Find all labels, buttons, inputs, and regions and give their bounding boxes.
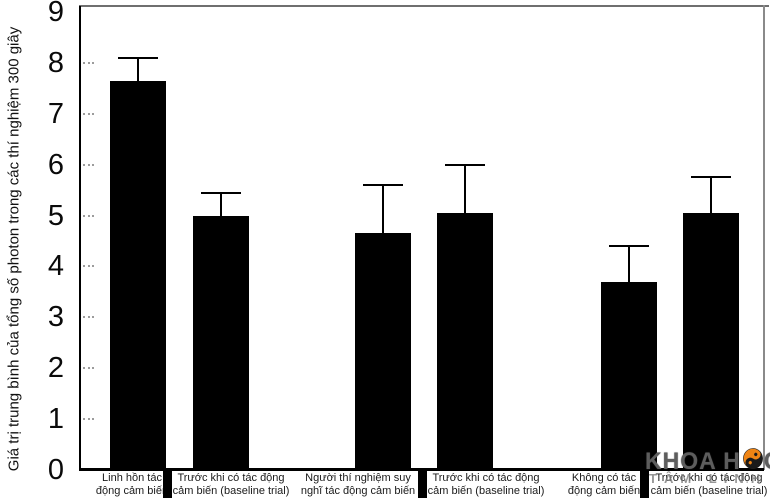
y-tick-mark	[83, 367, 94, 370]
x-category-label-line1: Người thí nghiệm suy	[305, 472, 411, 484]
y-axis-line	[79, 6, 81, 470]
y-tick-label: 6	[47, 148, 64, 181]
x-category-label: Trước khi có tác động cảm biến (baseline …	[651, 472, 768, 497]
watermark-text-pre: KHOA H	[645, 447, 741, 475]
plot-frame-right	[763, 5, 765, 470]
error-bar-stem	[137, 57, 139, 81]
bar	[601, 281, 657, 470]
y-tick-label: 4	[47, 250, 64, 283]
y-tick-mark	[83, 61, 94, 64]
x-category-label-line2: nghĩ tác động cảm biến	[300, 484, 416, 497]
error-bar-cap	[609, 245, 649, 248]
x-category-label-line1: Không có tác	[571, 472, 637, 484]
x-category-label-line2: cảm biến (baseline trial)	[427, 484, 545, 497]
pair-label-divider	[163, 468, 172, 498]
watermark-tam-linh: TÂM LINH	[649, 471, 768, 486]
y-tick-label: 3	[47, 301, 64, 334]
y-tick-mark	[83, 163, 94, 166]
y-tick-label: 0	[47, 454, 64, 486]
bar	[437, 213, 493, 470]
error-bar-stem	[710, 177, 712, 213]
y-tick-mark	[83, 316, 94, 319]
y-tick-mark	[83, 214, 94, 217]
error-bar-stem	[382, 185, 384, 234]
bar	[110, 80, 166, 470]
x-category-label: Không có tác động cảm biến	[568, 472, 640, 497]
y-tick-label: 2	[47, 352, 64, 385]
x-category-label-line2: động cảm biến	[95, 484, 169, 497]
x-category-label-line1: Linh hồn tác	[102, 472, 162, 484]
x-category-label: Trước khi có tác động cảm biến (baseline …	[428, 472, 545, 497]
x-category-label-line1: Trước khi có tác động	[177, 472, 285, 484]
error-bar-cap	[445, 163, 485, 166]
error-bar-stem	[464, 164, 466, 213]
error-bar-cap	[118, 56, 158, 59]
error-bar-stem	[628, 246, 630, 282]
y-tick-mark	[83, 112, 94, 115]
bar	[355, 233, 411, 470]
x-category-label-line2: cảm biến (baseline trial)	[650, 484, 768, 497]
x-category-label-line1: Trước khi có tác động	[655, 472, 763, 484]
error-bar-cap	[691, 176, 731, 179]
x-category-label: Người thí nghiệm suy nghĩ tác động cảm bi…	[301, 472, 415, 497]
error-bar-cap	[201, 191, 241, 194]
bar	[683, 213, 739, 470]
y-axis-title: Giá trị trung bình của tổng số photon tr…	[5, 26, 23, 472]
pair-label-divider	[418, 468, 427, 498]
pair-label-divider	[640, 468, 649, 498]
bar	[193, 215, 249, 470]
y-tick-label: 9	[47, 0, 64, 28]
x-category-label: Linh hồn tác động cảm biến	[96, 472, 168, 497]
plot-frame-top	[79, 5, 769, 7]
y-tick-mark	[83, 265, 94, 268]
y-tick-mark	[83, 418, 94, 421]
y-tick-label: 8	[47, 46, 64, 79]
y-tick-label: 7	[47, 97, 64, 130]
watermark-khoa-hoc: KHOA H C	[645, 447, 770, 475]
x-category-label: Trước khi có tác động cảm biến (baseline …	[173, 472, 290, 497]
error-bar-cap	[363, 184, 403, 187]
x-category-label-line1: Trước khi có tác động	[432, 472, 540, 484]
x-category-label-line2: động cảm biến	[567, 484, 641, 497]
error-bar-stem	[220, 192, 222, 216]
y-tick-label: 5	[47, 199, 64, 232]
y-tick-label: 1	[47, 403, 64, 436]
x-category-label-line2: cảm biến (baseline trial)	[172, 484, 290, 497]
watermark-text-post: C	[764, 447, 770, 475]
yin-yang-icon	[742, 447, 763, 475]
